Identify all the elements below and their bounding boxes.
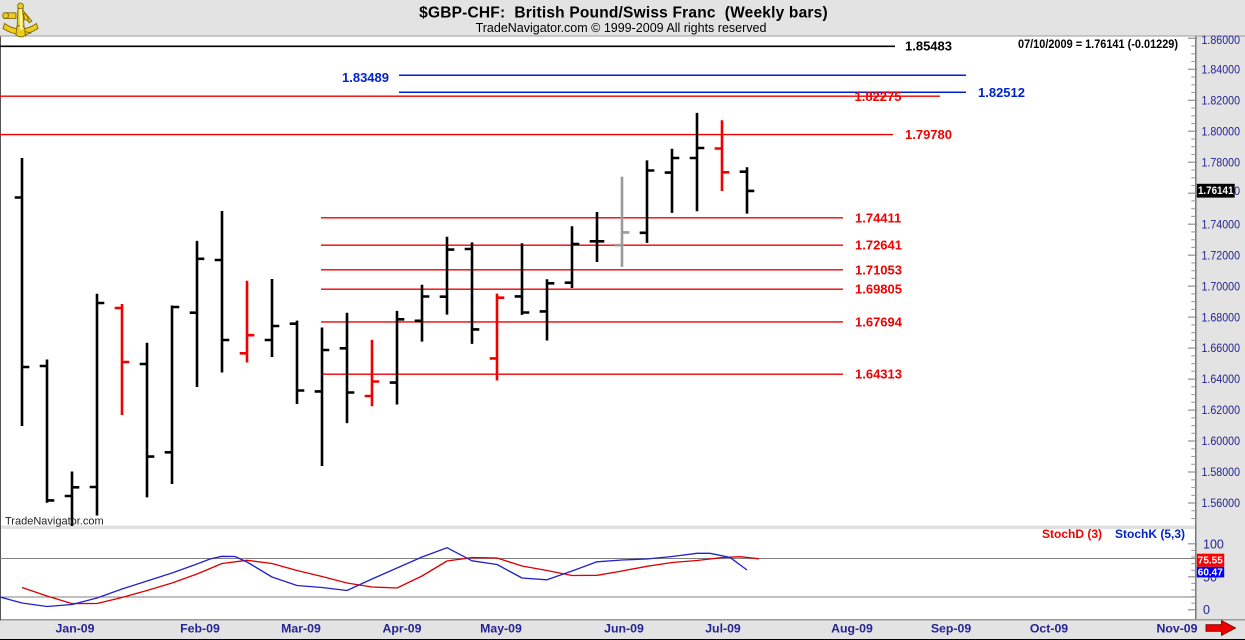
svg-text:1.64313: 1.64313	[855, 367, 902, 382]
svg-text:1.82275: 1.82275	[855, 89, 902, 104]
svg-text:1.72641: 1.72641	[855, 238, 902, 253]
svg-text:1.66000: 1.66000	[1202, 341, 1241, 355]
svg-text:0: 0	[1203, 603, 1210, 617]
svg-text:1.79780: 1.79780	[905, 127, 952, 142]
svg-text:Oct-09: Oct-09	[1030, 622, 1068, 636]
svg-text:100: 100	[1203, 537, 1224, 551]
svg-text:1.60000: 1.60000	[1202, 434, 1241, 448]
svg-text:1.56000: 1.56000	[1202, 496, 1241, 510]
svg-text:1.85483: 1.85483	[905, 39, 952, 54]
svg-text:1.74000: 1.74000	[1202, 217, 1241, 231]
svg-text:1.68000: 1.68000	[1202, 310, 1241, 324]
svg-text:StochD (3): StochD (3)	[1042, 527, 1102, 541]
svg-text:1.80000: 1.80000	[1202, 124, 1241, 138]
svg-text:07/10/2009 = 1.76141 (-0.01229: 07/10/2009 = 1.76141 (-0.01229)	[1018, 37, 1178, 51]
svg-text:1.69805: 1.69805	[855, 282, 902, 297]
svg-text:1.67694: 1.67694	[855, 314, 903, 329]
svg-text:1.82512: 1.82512	[978, 85, 1025, 100]
svg-text:1.76141: 1.76141	[1198, 185, 1234, 197]
svg-text:1.64000: 1.64000	[1202, 372, 1241, 386]
svg-text:StochK (5,3): StochK (5,3)	[1115, 527, 1185, 541]
svg-text:1.84000: 1.84000	[1202, 62, 1241, 76]
svg-text:1.86000: 1.86000	[1202, 33, 1241, 47]
svg-text:Jul-09: Jul-09	[705, 622, 741, 636]
svg-text:1.74411: 1.74411	[855, 210, 901, 225]
svg-text:1.71053: 1.71053	[855, 262, 902, 277]
svg-text:TradeNavigator.com: TradeNavigator.com	[5, 515, 104, 527]
svg-text:TradeNavigator.com © 1999-2009: TradeNavigator.com © 1999-2009 All right…	[476, 21, 767, 35]
svg-text:$GBP-CHF: British Pound/Swiss: $GBP-CHF: British Pound/Swiss Franc (Wee…	[419, 5, 828, 22]
svg-text:1.72000: 1.72000	[1202, 248, 1241, 262]
svg-text:60.47: 60.47	[1198, 567, 1223, 578]
svg-text:75.55: 75.55	[1198, 556, 1223, 567]
svg-text:1.83489: 1.83489	[342, 70, 389, 85]
svg-text:Feb-09: Feb-09	[180, 622, 220, 636]
svg-text:Aug-09: Aug-09	[831, 622, 873, 636]
svg-text:Jan-09: Jan-09	[56, 622, 95, 636]
svg-text:1.82000: 1.82000	[1202, 93, 1241, 107]
svg-text:1.70000: 1.70000	[1202, 279, 1241, 293]
svg-text:1.62000: 1.62000	[1202, 403, 1241, 417]
svg-text:Mar-09: Mar-09	[281, 622, 321, 636]
svg-text:May-09: May-09	[480, 622, 522, 636]
svg-text:1.58000: 1.58000	[1202, 465, 1241, 479]
svg-text:1.78000: 1.78000	[1202, 155, 1241, 169]
svg-text:Nov-09: Nov-09	[1156, 622, 1197, 636]
svg-text:Sep-09: Sep-09	[931, 622, 971, 636]
svg-text:Apr-09: Apr-09	[383, 622, 422, 636]
svg-text:Jun-09: Jun-09	[604, 622, 644, 636]
